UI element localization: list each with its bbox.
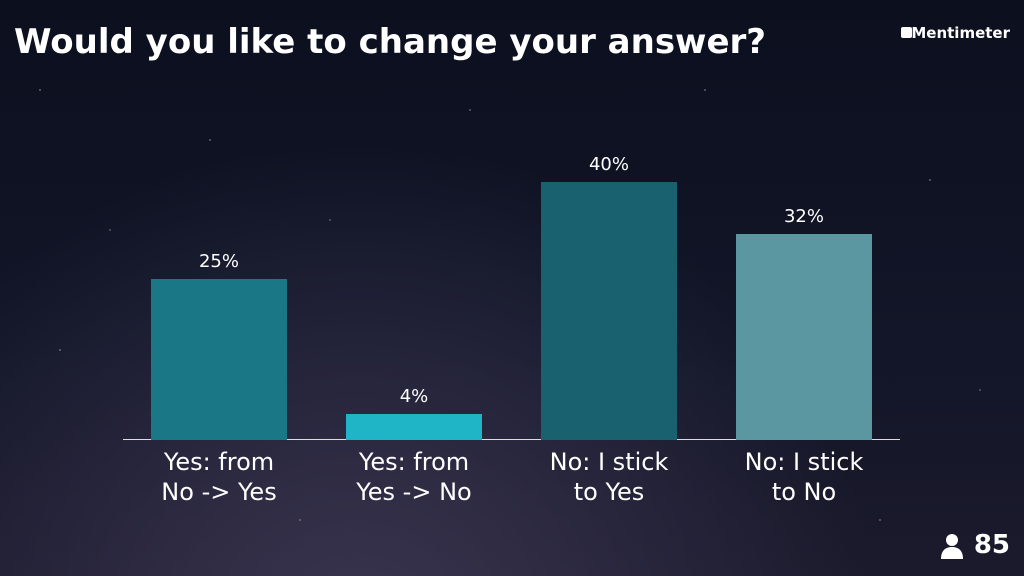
value-label: 32%: [783, 205, 824, 227]
participant-count: 85: [973, 530, 1010, 560]
participants-icon: [941, 534, 963, 559]
baseline: [123, 439, 900, 440]
bar: [151, 278, 287, 440]
bar: [736, 233, 872, 440]
value-label: 4%: [399, 386, 429, 408]
x-tick-label: No: I stick to No: [744, 448, 864, 506]
brand-icon: [901, 27, 912, 38]
value-label: 40%: [588, 154, 629, 175]
x-tick-label: No: I stick to Yes: [549, 448, 669, 506]
x-tick-label: Yes: from No -> Yes: [161, 448, 277, 506]
bar: [346, 414, 482, 440]
chart-title: Would you like to change your answer?: [14, 22, 767, 62]
bar: [541, 182, 677, 440]
brand: Mentimeter: [911, 24, 1010, 42]
x-tick-label: Yes: from Yes -> No: [356, 448, 472, 506]
value-label: 25%: [198, 250, 239, 272]
